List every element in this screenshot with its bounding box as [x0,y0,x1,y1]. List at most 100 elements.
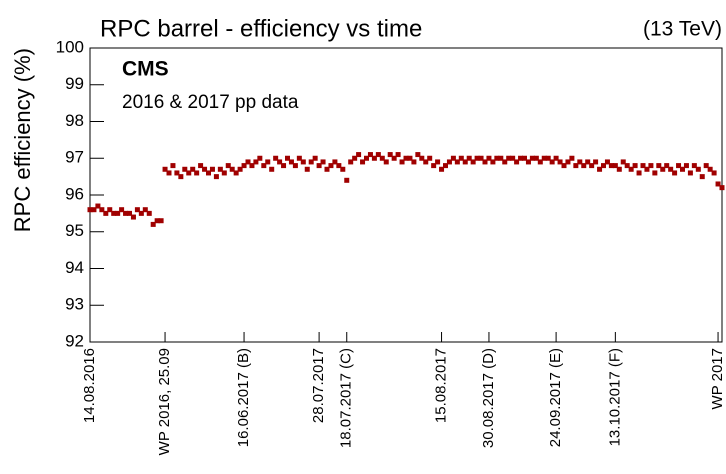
data-point [221,170,227,176]
data-point [711,170,717,176]
data-point [680,166,685,172]
data-point [518,155,524,161]
data-point [660,166,666,172]
data-point [715,181,721,187]
data-point [628,166,634,172]
data-point [316,163,322,169]
subtitle: 2016 & 2017 pp data [122,92,299,113]
data-point [581,163,587,169]
data-point [699,174,705,180]
data-point [198,163,204,169]
data-point [482,159,488,165]
data-point [383,159,389,165]
data-point [601,163,606,169]
data-point [249,163,255,169]
data-point [371,155,377,161]
data-point [170,163,176,169]
data-point [719,185,725,191]
data-point [288,159,294,165]
data-point [257,155,263,161]
y-tick-label: 94 [65,258,84,277]
data-point [174,170,180,176]
data-point [707,166,713,172]
data-point [494,155,500,161]
data-point [364,155,369,161]
data-point [379,155,385,161]
y-axis-label: RPC efficiency (%) [10,48,35,232]
data-point [474,155,480,161]
data-point [217,166,223,172]
data-point [585,159,591,165]
data-point [213,174,219,180]
x-tick-label: 15.08.2017 [433,348,450,423]
data-point [375,152,381,158]
data-point [328,163,334,169]
data-point [206,170,211,176]
data-point [296,155,302,161]
data-point [676,163,682,169]
data-point [620,159,626,165]
data-point [119,207,125,213]
data-point [553,155,559,161]
data-point [683,163,689,169]
energy-label: (13 TeV) [643,18,722,41]
data-point [533,155,539,161]
data-point [687,170,693,176]
x-tick-label: 28.07.2017 [310,348,327,423]
data-point [423,159,429,165]
data-point [454,159,460,165]
data-point [146,210,152,216]
data-point [336,163,342,169]
x-tick-label: WP 2016, 25.09 [156,348,173,455]
data-point [391,155,397,161]
y-tick-label: 97 [65,148,84,167]
data-point [597,166,603,172]
data-point [138,210,144,216]
data-point [522,155,527,161]
data-point [130,214,136,220]
data-point [644,166,650,172]
data-point [557,159,563,165]
data-point [537,159,543,165]
data-point [624,163,630,169]
data-point [439,166,445,172]
y-tick-label: 95 [65,221,84,240]
data-point [150,221,156,227]
data-point [99,207,105,213]
data-point [545,155,551,161]
data-point [565,159,571,165]
data-point [510,155,516,161]
data-point [367,152,373,158]
data-point [549,159,555,165]
data-point [668,166,674,172]
data-point [111,210,117,216]
data-point [265,159,271,165]
data-point [229,166,235,172]
data-point [162,166,168,172]
data-point [320,159,326,165]
data-point [640,163,646,169]
data-point [304,166,310,172]
data-point [498,155,504,161]
data-point [324,166,330,172]
data-point [285,155,290,161]
data-point [241,163,247,169]
data-point [443,163,448,169]
data-point [561,163,567,169]
data-point [103,210,109,216]
data-point [529,155,535,161]
data-point [446,159,452,165]
data-point [312,155,318,161]
x-tick-label: 24.09.2017 (E) [547,348,564,447]
data-point [300,159,306,165]
data-point [352,155,358,161]
data-point [209,166,215,172]
data-point [273,155,279,161]
data-point [95,203,101,209]
x-tick-label: 14.08.2016 [81,348,98,423]
data-point [502,159,508,165]
data-point [431,163,437,169]
data-point [664,163,670,169]
data-point [233,170,239,176]
